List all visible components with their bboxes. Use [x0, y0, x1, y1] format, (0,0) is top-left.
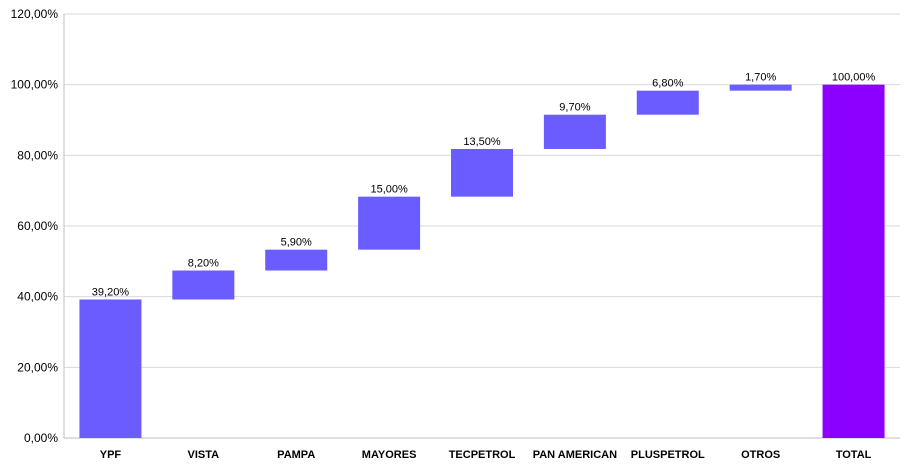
data-label: 9,70% — [559, 102, 590, 114]
y-tick-label: 20,00% — [17, 360, 58, 374]
waterfall-bar — [451, 148, 513, 197]
x-category-label: TECPETROL — [449, 449, 516, 461]
y-tick-label: 100,00% — [11, 78, 59, 92]
data-label: 6,80% — [652, 78, 683, 90]
x-category-label: OTROS — [741, 449, 780, 461]
x-category-label: TOTAL — [836, 449, 872, 461]
waterfall-bar — [79, 299, 142, 438]
data-label: 15,00% — [370, 184, 408, 196]
x-category-label: PLUSPETROL — [631, 449, 705, 461]
data-label: 8,20% — [188, 258, 219, 270]
y-tick-label: 60,00% — [17, 219, 58, 233]
data-label: 13,50% — [463, 136, 501, 148]
x-category-label: MAYORES — [362, 449, 417, 461]
x-category-label: VISTA — [188, 449, 220, 461]
x-category-label: PAMPA — [277, 449, 315, 461]
x-category-label: YPF — [100, 449, 122, 461]
waterfall-bar — [358, 196, 421, 250]
y-tick-label: 80,00% — [17, 148, 58, 162]
y-tick-label: 120,00% — [11, 7, 59, 21]
total-bar — [822, 84, 885, 439]
waterfall-bar — [636, 90, 699, 115]
y-tick-label: 0,00% — [24, 431, 58, 445]
data-label: 39,20% — [92, 286, 130, 298]
data-label: 1,70% — [745, 72, 776, 84]
waterfall-bar — [729, 84, 792, 91]
y-tick-label: 40,00% — [17, 290, 58, 304]
waterfall-bar — [543, 114, 606, 149]
x-category-label: PAN AMERICAN — [533, 449, 617, 461]
data-label: 5,90% — [281, 237, 312, 249]
data-label: 100,00% — [832, 72, 876, 84]
waterfall-bar — [265, 249, 328, 271]
waterfall-bar — [172, 270, 235, 300]
